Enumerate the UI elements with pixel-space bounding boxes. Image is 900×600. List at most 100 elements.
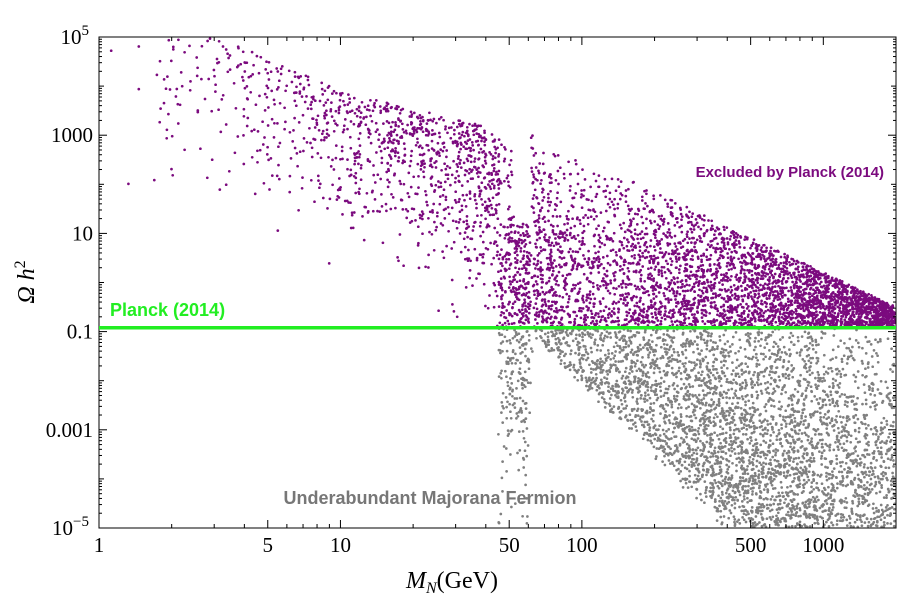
excluded-point	[492, 169, 496, 173]
underabundant-point	[788, 507, 792, 510]
underabundant-point	[744, 413, 747, 417]
underabundant-point	[646, 343, 650, 347]
underabundant-point	[846, 400, 849, 404]
excluded-point	[715, 273, 718, 277]
underabundant-point	[702, 377, 706, 380]
excluded-point	[306, 78, 310, 82]
excluded-point	[650, 312, 654, 315]
underabundant-point	[789, 352, 792, 356]
excluded-point	[715, 276, 719, 279]
excluded-point	[658, 239, 661, 243]
underabundant-point	[624, 342, 628, 346]
excluded-point	[340, 149, 344, 153]
underabundant-point	[678, 442, 682, 446]
excluded-point	[416, 244, 420, 247]
underabundant-point	[882, 474, 885, 478]
excluded-point	[554, 307, 558, 310]
underabundant-point	[863, 415, 866, 419]
excluded-point	[446, 164, 449, 168]
underabundant-point	[756, 358, 760, 362]
underabundant-point	[622, 407, 626, 410]
underabundant-point	[763, 370, 767, 373]
underabundant-point	[573, 375, 576, 379]
underabundant-point	[842, 449, 846, 453]
underabundant-point	[698, 359, 702, 363]
underabundant-point	[699, 448, 702, 452]
excluded-point	[487, 210, 490, 214]
excluded-point	[824, 317, 828, 320]
excluded-point	[495, 203, 498, 207]
underabundant-point	[839, 512, 843, 516]
underabundant-point	[762, 439, 766, 443]
excluded-point	[546, 192, 550, 196]
excluded-point	[561, 235, 564, 239]
excluded-point	[237, 46, 240, 50]
underabundant-point	[703, 501, 706, 505]
excluded-point	[529, 300, 532, 304]
excluded-point	[331, 158, 334, 162]
excluded-point	[401, 161, 404, 165]
excluded-point	[475, 202, 478, 206]
underabundant-point	[785, 439, 788, 442]
excluded-point	[403, 160, 407, 164]
excluded-point	[541, 280, 545, 284]
excluded-point	[531, 284, 535, 288]
underabundant-point	[685, 407, 688, 410]
underabundant-point	[714, 473, 718, 476]
underabundant-point	[764, 525, 768, 529]
underabundant-point	[827, 477, 831, 480]
excluded-point	[480, 213, 483, 217]
underabundant-point	[884, 466, 888, 470]
underabundant-point	[688, 393, 692, 396]
underabundant-point	[721, 493, 724, 496]
excluded-point	[635, 301, 639, 305]
underabundant-point	[885, 476, 888, 480]
underabundant-point	[687, 405, 690, 409]
underabundant-point	[638, 385, 642, 389]
excluded-point	[460, 204, 464, 208]
underabundant-point	[787, 360, 791, 363]
excluded-point	[603, 243, 607, 247]
underabundant-point	[668, 356, 672, 359]
underabundant-point	[606, 389, 610, 393]
excluded-point	[466, 159, 470, 163]
underabundant-point	[808, 366, 811, 369]
underabundant-point	[727, 413, 731, 417]
excluded-point	[195, 74, 199, 78]
underabundant-point	[798, 506, 802, 510]
underabundant-point	[769, 518, 773, 521]
underabundant-point	[552, 333, 555, 336]
excluded-point	[530, 146, 533, 150]
underabundant-point	[729, 350, 733, 353]
underabundant-point	[820, 463, 824, 466]
underabundant-point	[627, 344, 631, 347]
underabundant-point	[660, 376, 663, 380]
underabundant-point	[710, 443, 714, 446]
underabundant-point	[646, 348, 650, 352]
underabundant-point	[763, 427, 767, 431]
underabundant-point	[714, 481, 718, 485]
excluded-point	[323, 114, 326, 118]
underabundant-point	[596, 385, 599, 388]
excluded-point	[602, 226, 606, 230]
excluded-point	[421, 115, 424, 119]
excluded-point	[490, 178, 494, 182]
excluded-point	[389, 134, 393, 138]
excluded-point	[615, 263, 619, 267]
underabundant-point	[751, 457, 755, 461]
excluded-point	[365, 108, 369, 111]
excluded-point	[675, 260, 679, 263]
underabundant-point	[717, 494, 720, 498]
underabundant-point	[578, 341, 581, 345]
excluded-point	[636, 212, 640, 216]
underabundant-point	[819, 457, 823, 460]
underabundant-point	[842, 442, 846, 446]
excluded-point	[595, 227, 598, 231]
excluded-point	[386, 178, 389, 182]
excluded-point	[228, 54, 232, 57]
underabundant-point	[672, 329, 676, 333]
excluded-point	[666, 244, 670, 247]
excluded-point	[446, 177, 450, 181]
underabundant-point	[866, 504, 870, 508]
underabundant-point	[776, 471, 780, 474]
